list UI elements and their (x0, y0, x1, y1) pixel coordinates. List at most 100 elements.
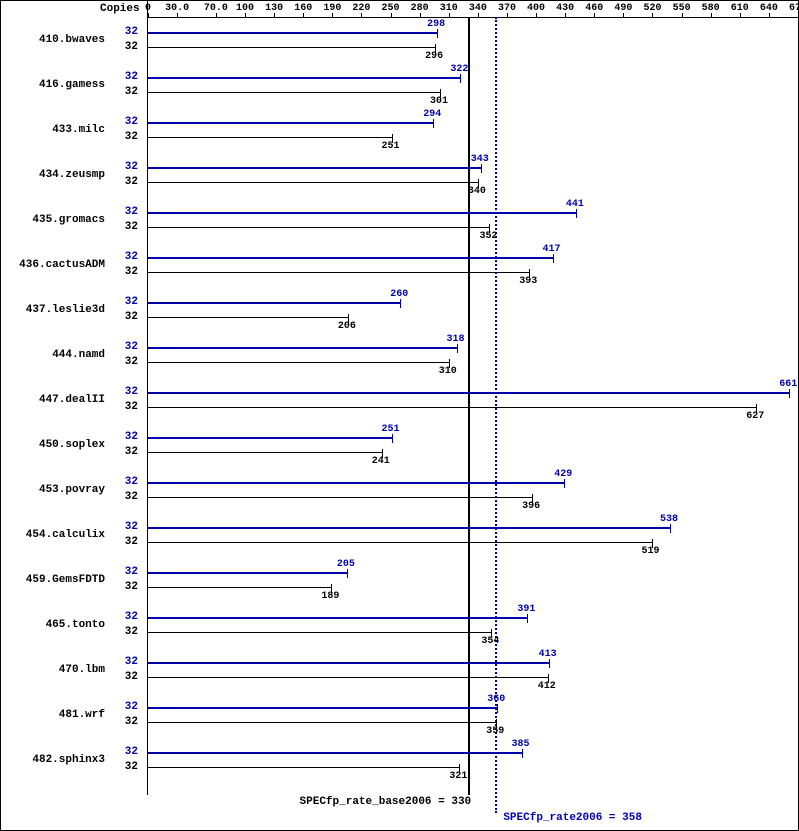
copies-peak: 32 (118, 476, 138, 488)
value-base: 301 (430, 96, 448, 107)
value-base: 519 (642, 546, 660, 557)
copies-peak: 32 (118, 26, 138, 38)
bar-peak-end (576, 209, 577, 218)
copies-peak: 32 (118, 71, 138, 83)
value-base: 340 (468, 186, 486, 197)
bar-base (148, 722, 496, 723)
bar-peak-end (433, 119, 434, 128)
bar-peak (148, 572, 347, 574)
value-peak: 205 (337, 559, 355, 570)
axis-tick (420, 13, 421, 17)
benchmark-name: 437.leslie3d (5, 304, 105, 316)
copies-peak: 32 (118, 431, 138, 443)
value-peak: 385 (512, 739, 530, 750)
bar-peak (148, 392, 789, 394)
copies-base: 32 (118, 356, 138, 368)
axis-tick (361, 13, 362, 17)
copies-base: 32 (118, 671, 138, 683)
bar-peak (148, 212, 576, 214)
benchmark-name: 435.gromacs (5, 214, 105, 226)
bar-peak-end (457, 344, 458, 353)
bar-peak (148, 662, 549, 664)
value-peak: 298 (427, 19, 445, 30)
axis-tick (216, 13, 217, 17)
value-base: 321 (449, 771, 467, 782)
copies-peak: 32 (118, 656, 138, 668)
bar-peak-end (497, 704, 498, 713)
copies-base: 32 (118, 221, 138, 233)
bar-base (148, 137, 392, 138)
value-base: 310 (439, 366, 457, 377)
copies-base: 32 (118, 41, 138, 53)
bar-peak (148, 32, 437, 34)
benchmark-name: 481.wrf (5, 709, 105, 721)
bar-base (148, 632, 491, 633)
plot-left-divider (147, 0, 148, 795)
bar-base (148, 92, 440, 93)
copies-base: 32 (118, 446, 138, 458)
benchmark-name: 410.bwaves (5, 34, 105, 46)
axis-tick (711, 13, 712, 17)
copies-header: Copies (100, 3, 140, 15)
bar-base (148, 272, 529, 273)
value-base: 354 (481, 636, 499, 647)
bar-peak-end (392, 434, 393, 443)
value-peak: 318 (447, 334, 465, 345)
bar-peak-end (522, 749, 523, 758)
bar-base (148, 362, 449, 363)
bar-peak (148, 122, 433, 124)
value-base: 627 (746, 411, 764, 422)
bar-base (148, 767, 459, 768)
bar-base (148, 182, 478, 183)
value-peak: 429 (554, 469, 572, 480)
copies-peak: 32 (118, 296, 138, 308)
axis-tick (478, 13, 479, 17)
bar-base (148, 497, 532, 498)
axis-tick (245, 13, 246, 17)
copies-base: 32 (118, 761, 138, 773)
value-base: 359 (486, 726, 504, 737)
bar-peak (148, 77, 460, 79)
value-base: 241 (372, 456, 390, 467)
bar-peak (148, 302, 400, 304)
value-base: 352 (479, 231, 497, 242)
value-peak: 343 (471, 154, 489, 165)
axis-tick (449, 13, 450, 17)
copies-base: 32 (118, 581, 138, 593)
benchmark-name: 482.sphinx3 (5, 754, 105, 766)
bar-peak-end (460, 74, 461, 83)
value-peak: 322 (450, 64, 468, 75)
bar-peak-end (553, 254, 554, 263)
value-peak: 294 (423, 109, 441, 120)
bar-peak-end (481, 164, 482, 173)
spec-rate-chart: Copies030.070.01001301601902202502803103… (0, 0, 799, 831)
copies-base: 32 (118, 131, 138, 143)
copies-base: 32 (118, 266, 138, 278)
axis-tick (148, 13, 149, 17)
bar-peak (148, 617, 527, 619)
copies-peak: 32 (118, 386, 138, 398)
bar-base (148, 317, 348, 318)
bar-peak (148, 167, 481, 169)
value-peak: 391 (517, 604, 535, 615)
copies-base: 32 (118, 86, 138, 98)
copies-base: 32 (118, 536, 138, 548)
benchmark-name: 459.GemsFDTD (5, 574, 105, 586)
axis-tick (740, 13, 741, 17)
bar-peak-end (789, 389, 790, 398)
axis-tick (507, 13, 508, 17)
value-base: 206 (338, 321, 356, 332)
benchmark-name: 444.namd (5, 349, 105, 361)
benchmark-name: 470.lbm (5, 664, 105, 676)
value-base: 251 (382, 141, 400, 152)
bar-peak (148, 482, 564, 484)
value-base: 296 (425, 51, 443, 62)
axis-tick (303, 13, 304, 17)
bar-peak-end (527, 614, 528, 623)
bar-peak-end (347, 569, 348, 578)
value-peak: 413 (539, 649, 557, 660)
axis-tick (682, 13, 683, 17)
value-base: 189 (321, 591, 339, 602)
copies-base: 32 (118, 491, 138, 503)
axis-tick (652, 13, 653, 17)
